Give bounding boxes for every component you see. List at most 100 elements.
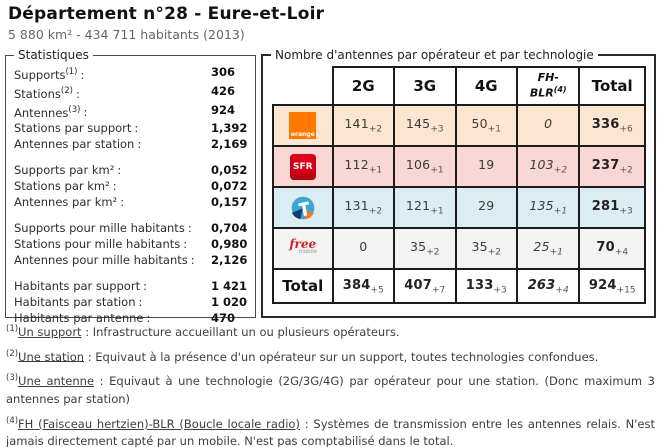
footnote-term: Un support [18, 324, 82, 339]
cell-orange-4g: 50+1 [454, 104, 518, 147]
stat-value: 2,169 [211, 137, 248, 152]
column-header-4g: 4G [454, 66, 518, 106]
stat-value: 924 [211, 102, 236, 117]
stat-value: 2,126 [211, 253, 248, 268]
footnote-2: (2)Une station : Equivaut à la présence … [6, 348, 655, 367]
stat-value: 0,980 [211, 237, 248, 252]
stat-value: 1 421 [211, 279, 248, 294]
footnote-text: : Equivaut à une technologie (2G/3G/4G) … [6, 374, 656, 406]
cell-total-4g: 133+3 [454, 268, 518, 304]
stat-label: Supports(1): [14, 67, 85, 82]
cell-delta: +3 [430, 124, 444, 135]
footnote-ref: (1) [65, 67, 78, 77]
cell-free-total: 70+4 [578, 227, 646, 270]
cell-delta: +3 [619, 206, 633, 217]
cell-sfr-4g: 19 [454, 145, 518, 188]
sfr-logo-text: SFR [292, 161, 313, 172]
cell-sfr-2g: 112+1 [331, 145, 396, 188]
sfr-logo: SFR [289, 153, 316, 180]
blank-corner-cell [273, 67, 333, 105]
stat-label: Antennes(3): [14, 104, 88, 120]
cell-delta: +5 [370, 285, 384, 296]
stat-label: Stations par support: [14, 121, 139, 136]
cell-sfr-total: 237+2 [578, 145, 646, 188]
stat-label: Stations par km²: [14, 179, 117, 194]
antenna-fieldset: Nombre d'antennes par opérateur et par t… [261, 48, 656, 318]
stat-value: 0,072 [211, 179, 248, 194]
operator-row-orange: orange 141+2 145+3 50+1 0 336+6 [272, 104, 646, 147]
cell-delta: +4 [614, 247, 629, 258]
stat-value: 306 [211, 65, 236, 79]
stat-value: 1 020 [211, 295, 248, 310]
footnote-1: (1)Un support : Infrastructure accueilla… [6, 323, 655, 342]
stat-line-supports: Supports(1): 306 [14, 64, 247, 83]
footnote-term: Une station [18, 349, 85, 364]
stat-value: 0,157 [211, 195, 248, 210]
orange-logo-cell: orange [272, 104, 334, 147]
stat-label: Habitants par station: [14, 295, 143, 310]
operator-row-free: free mobile 0 35+2 35+2 25+1 70+4 [272, 227, 646, 270]
cell-delta: +4 [555, 285, 569, 296]
orange-logo: orange [289, 112, 317, 139]
footnote-text: : Systèmes de transmission entre les ant… [6, 416, 655, 447]
cell-bouygues-4g: 29 [454, 186, 518, 229]
footnote-ref: (4) [553, 85, 567, 95]
free-logo-text: free [289, 237, 317, 251]
cell-delta: +2 [368, 206, 383, 217]
cell-bouygues-2g: 131+2 [331, 186, 396, 229]
stat-label: Antennes par km²: [14, 195, 125, 210]
stat-label: Supports par km²: [14, 163, 122, 178]
footnote-4: (4)FH (Faisceau hertzien)-BLR (Boucle lo… [6, 415, 655, 447]
footnote-3: (3)Une antenne : Equivaut à une technolo… [6, 372, 655, 408]
table-header-row: 2G 3G 4G FH- BLR(4) Total [273, 66, 646, 106]
free-logo-subtext: mobile [298, 249, 318, 255]
footnote-term: Une antenne [18, 374, 95, 389]
stat-line-stations: Stations(2): 426 [14, 83, 247, 102]
cell-free-3g: 35+2 [393, 227, 457, 270]
stat-value: 1,392 [211, 121, 248, 136]
stat-line-stations-mille: Stations pour mille habitants: 0,980 [14, 236, 247, 252]
cell-delta: +15 [616, 285, 636, 296]
footnote-ref: (3) [68, 104, 81, 115]
stat-line-supports-mille: Supports pour mille habitants: 0,704 [14, 220, 247, 236]
cell-total-total: 924+15 [578, 268, 646, 304]
column-header-total: Total [578, 66, 646, 106]
footnote-marker: (3) [6, 373, 19, 384]
cell-delta: +2 [553, 165, 568, 176]
antenna-table: 2G 3G 4G FH- BLR(4) Total orange 141+2 14… [272, 66, 646, 304]
bouygues-telecom-logo [290, 195, 316, 220]
cell-delta: +2 [426, 247, 440, 258]
cell-delta: +6 [619, 124, 633, 135]
stat-label: Antennes pour mille habitants: [14, 253, 195, 268]
stat-label: Stations pour mille habitants: [14, 237, 188, 252]
cell-free-2g: 0 [331, 227, 396, 270]
stat-line-supports-km2: Supports par km²: 0,052 [14, 162, 247, 178]
stat-line-antennes-par-station: Antennes par station: 2,169 [14, 136, 247, 152]
cell-sfr-fh: 103+2 [515, 145, 581, 188]
footnote-ref: (2) [60, 85, 73, 96]
stat-value: 0,704 [211, 221, 248, 236]
operator-row-sfr: SFR 112+1 106+1 19 103+2 237+2 [272, 145, 646, 188]
cell-bouygues-3g: 121+1 [393, 186, 457, 229]
cell-free-fh: 25+1 [515, 227, 581, 270]
cell-delta: +2 [368, 124, 383, 135]
free-mobile-logo: free mobile [274, 237, 332, 257]
footnote-term: FH (Faisceau hertzien)-BLR (Boucle local… [18, 416, 300, 431]
cell-bouygues-fh: 135+1 [515, 186, 581, 229]
cell-orange-3g: 145+3 [393, 104, 457, 147]
cell-delta: +7 [431, 285, 446, 296]
stat-value: 0,052 [211, 163, 248, 178]
footnote-marker: (2) [6, 348, 19, 359]
stat-line-antennes: Antennes(3): 924 [14, 102, 247, 121]
stat-line-habitants-antenne: Habitants par antenne: 470 [14, 310, 247, 326]
cell-orange-2g: 141+2 [331, 104, 396, 147]
cell-total-fh: 263+4 [515, 268, 581, 304]
sfr-logo-cell: SFR [272, 145, 334, 188]
footnotes: (1)Un support : Infrastructure accueilla… [6, 323, 655, 447]
cell-total-2g: 384+5 [331, 268, 396, 304]
stat-group-per-mille: Supports pour mille habitants: 0,704 Sta… [14, 220, 247, 268]
stat-line-habitants-support: Habitants par support: 1 421 [14, 278, 247, 294]
stat-label: Habitants par antenne: [14, 311, 151, 326]
cell-orange-fh: 0 [515, 104, 581, 147]
